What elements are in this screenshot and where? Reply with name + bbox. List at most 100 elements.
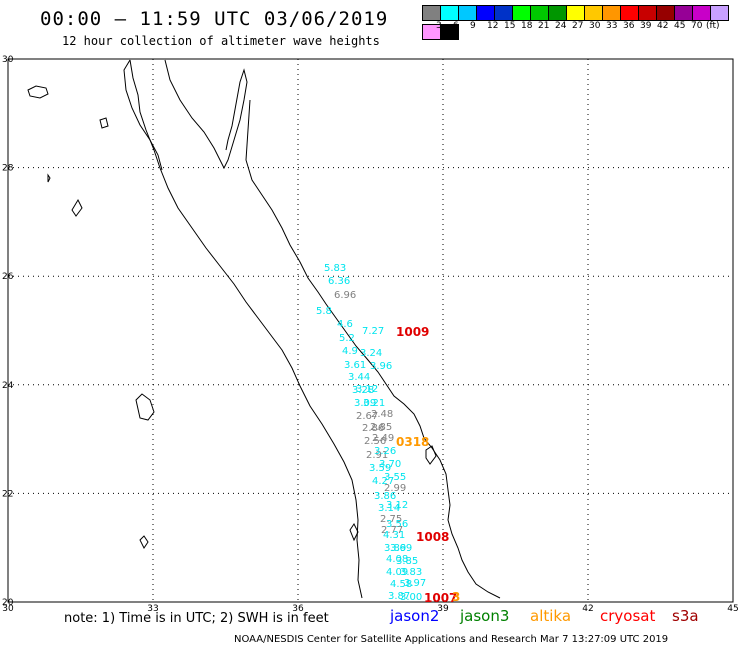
swh-value: 5.8 <box>316 306 332 317</box>
lat-tick-label: 24 <box>2 381 14 391</box>
coastline-arabia <box>245 99 501 599</box>
swh-value: 2.49 <box>372 433 394 444</box>
swh-value: 4.27 <box>372 476 394 487</box>
swh-value: 3.44 <box>348 372 370 383</box>
lat-tick-label: 26 <box>2 272 14 282</box>
swh-value: 2.85 <box>370 422 392 433</box>
lake-4 <box>139 535 149 549</box>
track-marker: 3 <box>452 590 460 604</box>
swh-value: 3.59 <box>369 463 391 474</box>
map-subtitle: 12 hour collection of altimeter wave hei… <box>62 34 380 48</box>
legend-label: (ft) <box>706 21 720 31</box>
swh-value: 3.56 <box>386 519 408 530</box>
track-marker: 0318 <box>396 435 429 449</box>
swh-value: 3.24 <box>360 348 382 359</box>
island-farasan <box>425 445 437 465</box>
lon-tick-label: 39 <box>437 604 449 614</box>
legend-label: 27 <box>572 21 584 31</box>
legend-label: 36 <box>623 21 635 31</box>
lake-2 <box>99 117 109 129</box>
swh-value: 3.00 <box>400 592 422 603</box>
swh-value: 2.77 <box>381 525 403 536</box>
lake-3 <box>71 198 83 217</box>
legend-label: 45 <box>674 21 686 31</box>
swh-value: 2.75 <box>380 514 402 525</box>
swh-value: 3.61 <box>344 360 366 371</box>
swh-value: 2.91 <box>366 450 388 461</box>
map-grid <box>7 58 734 603</box>
legend-swatch <box>710 5 729 21</box>
swh-value: 2.48 <box>371 409 393 420</box>
legend-label: 24 <box>555 21 567 31</box>
legend-label: 30 <box>589 21 601 31</box>
swh-value: 3.09 <box>354 398 376 409</box>
swh-value: 3.26 <box>374 446 396 457</box>
track-marker: 1008 <box>416 530 449 544</box>
map-frame <box>7 58 734 603</box>
swh-value: 4.6 <box>337 319 353 330</box>
swh-value: 3.55 <box>384 472 406 483</box>
legend-swatch <box>440 24 459 40</box>
nile-lake <box>135 393 155 421</box>
lon-tick-label: 42 <box>582 604 593 614</box>
swh-value: 6.36 <box>328 276 350 287</box>
swh-value: 3.86 <box>374 491 396 502</box>
coastline-africa <box>129 59 363 599</box>
coastline <box>27 59 501 599</box>
legend-label: 12 <box>487 21 499 31</box>
swh-value: 3.70 <box>379 459 401 470</box>
lat-tick-label: 28 <box>2 164 14 174</box>
longitude-labels: 30 33 36 39 42 45 <box>2 604 738 614</box>
lon-tick-label: 36 <box>292 604 304 614</box>
lat-tick-label: 30 <box>2 55 14 65</box>
legend-label: 39 <box>640 21 652 31</box>
swh-value: 5.83 <box>324 263 346 274</box>
island-1 <box>47 173 51 183</box>
swh-value: 4.08 <box>386 554 408 565</box>
legend-label: 21 <box>538 21 550 31</box>
lat-tick-label: 22 <box>2 489 13 499</box>
lon-tick-label: 33 <box>147 604 158 614</box>
swh-value: 3.12 <box>386 500 408 511</box>
swh-value: 4.58 <box>390 579 412 590</box>
swh-value: 3.21 <box>363 398 385 409</box>
swh-value: 4.09 <box>386 567 408 578</box>
swh-value: 2.67 <box>356 411 378 422</box>
legend-label: 9 <box>470 21 476 31</box>
lon-tick-label: 30 <box>2 604 14 614</box>
swh-value: 2.86 <box>362 423 384 434</box>
swh-value: 3.83 <box>400 567 422 578</box>
legend-label: 15 <box>504 21 516 31</box>
track-marker: 1007 <box>424 591 457 605</box>
swh-value: 3.87 <box>388 591 410 602</box>
legend-label: 6 <box>453 21 459 31</box>
swh-value: 5.2 <box>339 333 355 344</box>
coastline-sinai <box>164 59 248 170</box>
coastline-gulf-of-suez <box>123 59 163 171</box>
altimeter-measurements: 5.83 6.36 6.965.8 4.6 7.27 5.2 4.9 3.243.61 3.96… <box>316 263 426 603</box>
color-legend <box>422 5 740 43</box>
map-notes: note: 1) Time is in UTC; 2) SWH is in fe… <box>64 611 329 626</box>
mission-s3a: s3a <box>672 607 699 625</box>
mission-jason3: jason3 <box>460 607 510 625</box>
map-footer: NOAA/NESDIS Center for Satellite Applica… <box>234 634 669 645</box>
swh-value: 2.56 <box>364 436 386 447</box>
swh-value: 4.31 <box>383 530 405 541</box>
swh-value: 2.99 <box>384 483 406 494</box>
legend-label: 18 <box>521 21 533 31</box>
lon-tick-label: 45 <box>727 604 738 614</box>
latitude-labels: 30 28 26 24 22 20 <box>2 55 14 608</box>
swh-value: 3.69 <box>390 543 412 554</box>
mission-altika: altika <box>530 607 572 625</box>
swh-value: 3.28 <box>352 385 374 396</box>
color-legend-labels: 3 6 9 12 15 18 21 24 27 30 33 36 39 42 45 70 (ft) <box>422 21 740 33</box>
swh-value: 3.89 <box>384 543 406 554</box>
legend-label: 3 <box>436 21 442 31</box>
legend-label: 42 <box>657 21 669 31</box>
mission-jason2: jason2 <box>390 607 440 625</box>
swh-value: 3.12 <box>356 384 378 395</box>
lake-5 <box>349 523 359 542</box>
map-title: 00:00 — 11:59 UTC 03/06/2019 <box>40 8 389 30</box>
